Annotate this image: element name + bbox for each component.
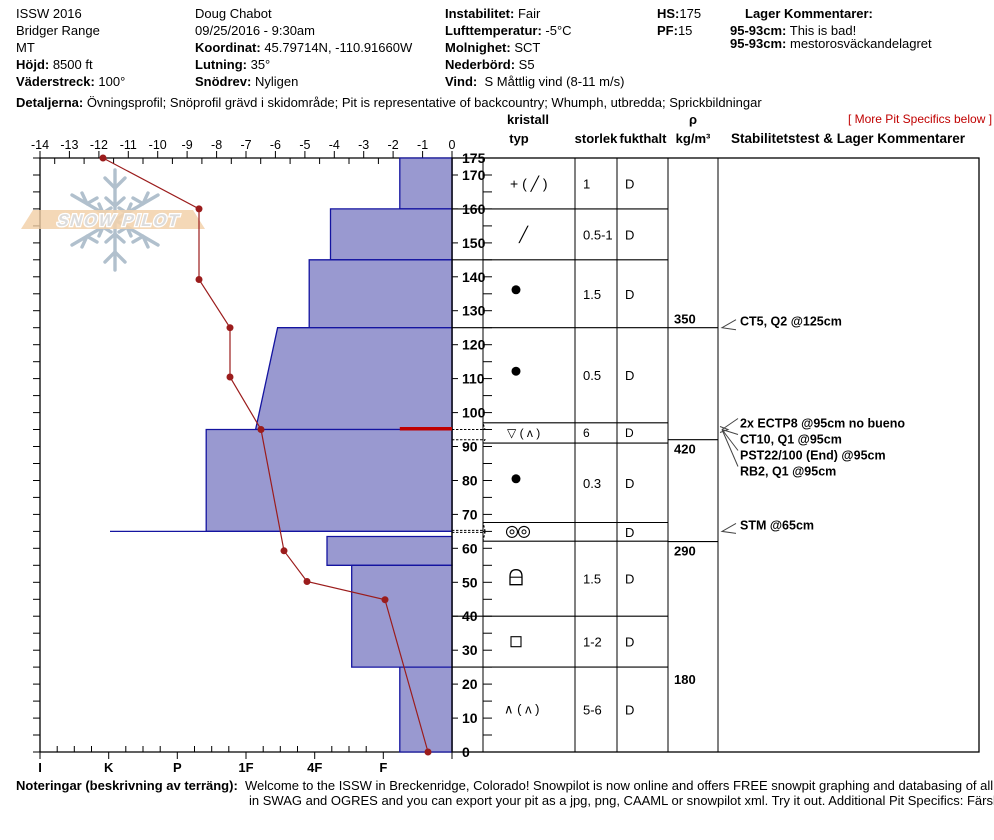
svg-text:1-2: 1-2 [583,635,602,650]
svg-text:Stabilitetstest & Lager Kommen: Stabilitetstest & Lager Kommentarer [731,131,966,146]
svg-text:STM @65cm: STM @65cm [740,518,814,532]
svg-text:ρ: ρ [689,112,697,127]
svg-text:╱: ╱ [518,225,529,243]
svg-text:D: D [625,476,634,491]
svg-text:kristall: kristall [507,112,549,127]
svg-text:D: D [625,368,634,383]
svg-text:kg/m³: kg/m³ [676,131,711,146]
svg-text:20: 20 [462,676,478,692]
svg-text:CT5, Q2 @125cm: CT5, Q2 @125cm [740,315,842,329]
svg-text:[ More Pit Specifics below ]: [ More Pit Specifics below ] [848,112,992,126]
svg-text:0: 0 [449,138,456,152]
svg-text:5-6: 5-6 [583,703,602,718]
svg-text:-4: -4 [329,138,340,152]
svg-text:180: 180 [674,672,696,687]
svg-text:CT10, Q1 @95cm: CT10, Q1 @95cm [740,433,842,447]
svg-text:110: 110 [462,371,485,387]
svg-text:D: D [625,177,634,192]
svg-text:150: 150 [462,235,486,251]
svg-text:420: 420 [674,442,696,457]
svg-text:D: D [625,572,634,587]
svg-text:4F: 4F [307,760,322,775]
svg-text:K: K [104,760,114,775]
svg-text:70: 70 [462,506,478,522]
svg-text:-7: -7 [240,138,251,152]
svg-text:▽ ( ʌ ): ▽ ( ʌ ) [507,426,540,440]
svg-text:-13: -13 [60,138,78,152]
svg-text:fukthalt: fukthalt [620,131,668,146]
svg-text:-6: -6 [270,138,281,152]
svg-text:-3: -3 [358,138,369,152]
svg-text:∧ ( ʌ ): ∧ ( ʌ ) [504,702,540,717]
svg-text:typ: typ [509,131,529,146]
svg-text:1: 1 [583,177,590,192]
svg-text:D: D [625,287,634,302]
svg-text:0.5-1: 0.5-1 [583,227,613,242]
svg-text:50: 50 [462,574,478,590]
svg-text:P: P [173,760,182,775]
svg-text:-2: -2 [388,138,399,152]
svg-text:-1: -1 [417,138,428,152]
svg-text:SNOW PILOT: SNOW PILOT [55,210,183,230]
svg-text:1.5: 1.5 [583,287,601,302]
svg-text:D: D [625,525,634,540]
svg-text:1.5: 1.5 [583,572,601,587]
svg-text:D: D [625,227,634,242]
svg-text:6: 6 [583,426,590,440]
svg-text:-10: -10 [149,138,167,152]
svg-text:30: 30 [462,642,478,658]
svg-text:-14: -14 [31,138,49,152]
svg-text:60: 60 [462,540,478,556]
svg-text:290: 290 [674,544,696,559]
svg-text:170: 170 [462,167,486,183]
svg-text:0.3: 0.3 [583,476,601,491]
svg-text:10: 10 [462,710,478,726]
svg-text:1F: 1F [238,760,253,775]
svg-text:100: 100 [462,405,486,421]
svg-text:0.5: 0.5 [583,368,601,383]
svg-text:storlek: storlek [575,131,618,146]
svg-text:140: 140 [462,269,486,285]
svg-text:350: 350 [674,312,696,327]
svg-text:PST22/100 (End) @95cm: PST22/100 (End) @95cm [740,449,886,463]
svg-text:-9: -9 [182,138,193,152]
svg-text:D: D [625,426,634,440]
svg-text:-5: -5 [299,138,310,152]
svg-text:+ ( ╱ ): + ( ╱ ) [510,176,548,193]
svg-text:-8: -8 [211,138,222,152]
svg-text:2x ECTP8 @95cm no bueno: 2x ECTP8 @95cm no bueno [740,417,905,431]
svg-text:RB2, Q1 @95cm: RB2, Q1 @95cm [740,465,836,479]
svg-text:D: D [625,635,634,650]
svg-text:D: D [625,703,634,718]
svg-text:90: 90 [462,439,478,455]
svg-text:120: 120 [462,337,486,353]
svg-text:I: I [38,760,42,775]
svg-text:130: 130 [462,303,486,319]
svg-text:F: F [379,760,387,775]
svg-text:80: 80 [462,473,478,489]
svg-text:-12: -12 [90,138,108,152]
svg-text:-11: -11 [120,138,137,152]
